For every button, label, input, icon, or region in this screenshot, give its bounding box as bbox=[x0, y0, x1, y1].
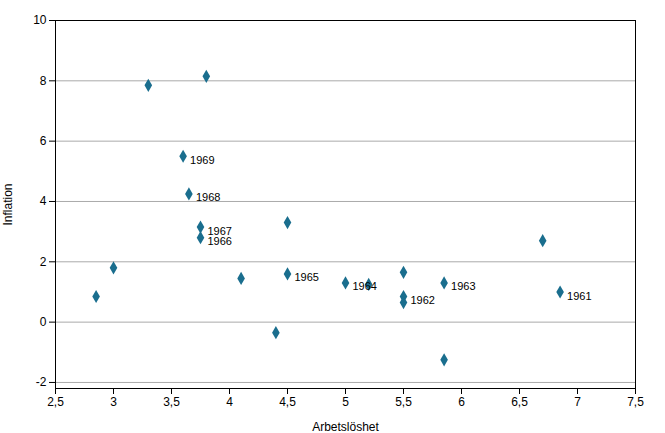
svg-text:4: 4 bbox=[226, 395, 233, 409]
svg-text:1964: 1964 bbox=[353, 280, 377, 292]
svg-text:1963: 1963 bbox=[451, 280, 475, 292]
svg-text:5: 5 bbox=[342, 395, 349, 409]
svg-text:4,5: 4,5 bbox=[279, 395, 296, 409]
svg-text:-2: -2 bbox=[36, 375, 47, 389]
svg-text:1967: 1967 bbox=[207, 224, 232, 237]
svg-text:1969: 1969 bbox=[190, 154, 214, 166]
svg-text:0: 0 bbox=[40, 315, 47, 329]
svg-text:3: 3 bbox=[110, 395, 117, 409]
svg-text:1966: 1966 bbox=[208, 235, 232, 247]
svg-text:Inflation: Inflation bbox=[1, 183, 15, 225]
svg-text:1962: 1962 bbox=[411, 294, 435, 306]
svg-text:4: 4 bbox=[40, 194, 47, 208]
svg-text:7,5: 7,5 bbox=[627, 395, 644, 409]
svg-text:1968: 1968 bbox=[196, 191, 220, 203]
svg-text:6: 6 bbox=[40, 134, 47, 148]
svg-text:3,5: 3,5 bbox=[163, 395, 180, 409]
svg-text:2,5: 2,5 bbox=[47, 395, 64, 409]
svg-text:5,5: 5,5 bbox=[395, 395, 412, 409]
svg-text:1965: 1965 bbox=[295, 271, 319, 283]
svg-text:7: 7 bbox=[574, 395, 581, 409]
svg-text:Arbetslöshet: Arbetslöshet bbox=[312, 420, 379, 433]
svg-text:6: 6 bbox=[458, 395, 465, 409]
svg-text:2: 2 bbox=[40, 255, 47, 269]
svg-text:6,5: 6,5 bbox=[511, 395, 528, 409]
svg-text:10: 10 bbox=[33, 13, 47, 27]
svg-text:1961: 1961 bbox=[567, 289, 591, 301]
svg-text:8: 8 bbox=[40, 74, 47, 88]
